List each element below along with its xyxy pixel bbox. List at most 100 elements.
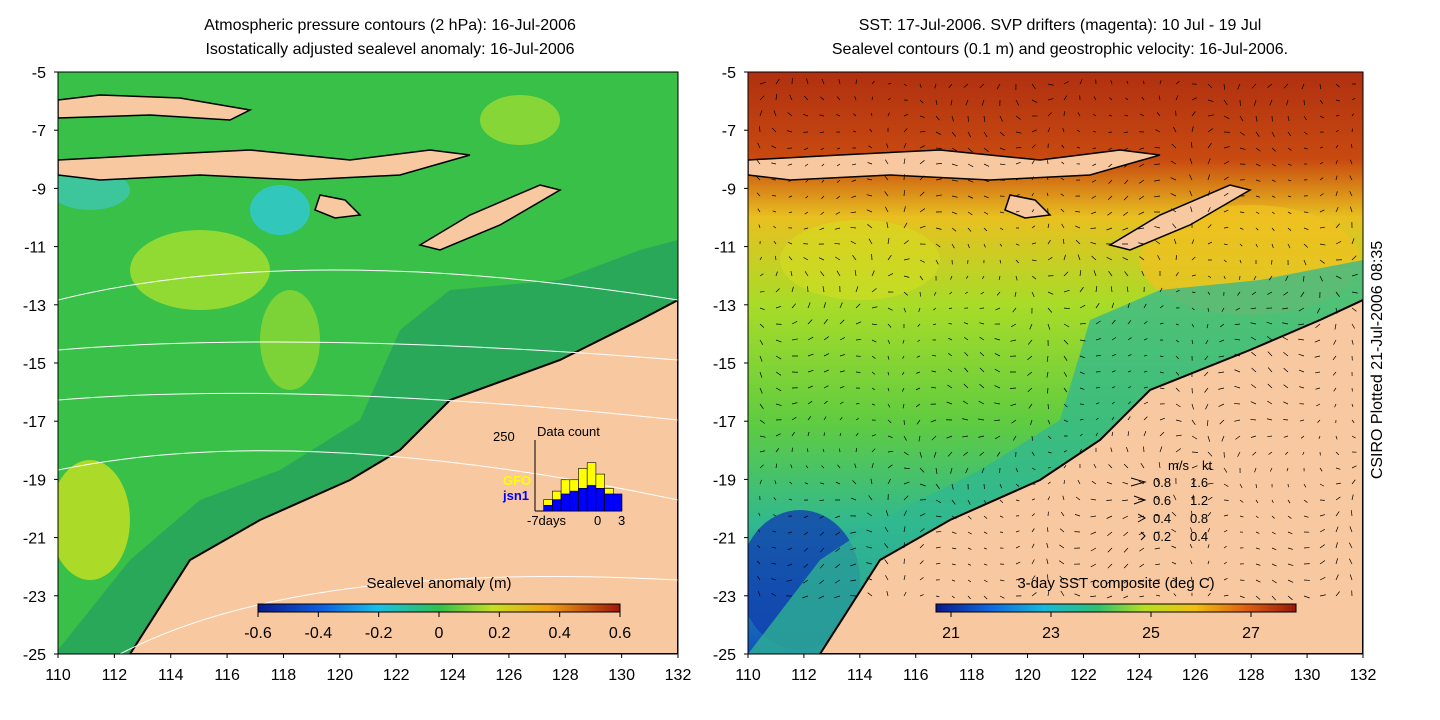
velocity-arrow [1239, 131, 1246, 136]
velocity-arrow [1175, 80, 1180, 85]
velocity-arrow [1139, 256, 1145, 261]
velocity-arrow [918, 307, 921, 312]
velocity-arrow [1287, 499, 1291, 504]
velocity-arrow [1223, 192, 1229, 197]
velocity-arrow [983, 531, 988, 534]
velocity-arrow [1207, 482, 1214, 485]
velocity-arrow [1047, 83, 1054, 86]
velocity-arrow [871, 80, 875, 85]
velocity-arrow [1047, 527, 1049, 533]
velocity-arrow [1319, 467, 1323, 472]
velocity-arrow [870, 112, 873, 117]
velocity-arrow [1335, 207, 1339, 213]
velocity-arrow [1287, 243, 1291, 249]
velocity-arrow [820, 271, 825, 277]
velocity-arrow [836, 195, 841, 200]
velocity-arrow [818, 257, 825, 261]
velocity-arrow [935, 467, 938, 474]
velocity-arrow [1316, 403, 1321, 407]
velocity-arrow [1283, 384, 1289, 389]
velocity-arrow [853, 113, 857, 117]
velocity-arrow [1155, 594, 1161, 597]
velocity-arrow [887, 83, 892, 85]
velocity-arrow [951, 131, 957, 137]
velocity-arrow [850, 579, 857, 582]
velocity-arrow [1207, 527, 1211, 533]
velocity-arrow [759, 256, 763, 261]
velocity-arrow [1127, 431, 1130, 437]
velocity-arrow [1303, 259, 1307, 266]
velocity-arrow [804, 211, 809, 215]
velocity-arrow [999, 211, 1005, 214]
velocity-arrow [839, 432, 842, 437]
velocity-arrow [1223, 483, 1229, 487]
velocity-arrow [871, 403, 876, 406]
velocity-arrow [775, 387, 782, 392]
velocity-arrow [1171, 528, 1177, 533]
velocity-arrow [836, 163, 841, 167]
velocity-arrow [1063, 254, 1066, 261]
velocity-arrow [1191, 111, 1196, 117]
velocity-arrow [1175, 434, 1182, 437]
velocity-arrow [919, 130, 926, 133]
y-tick-label: -15 [23, 356, 46, 373]
velocity-arrow [887, 478, 891, 485]
velocity-arrow [1046, 371, 1049, 378]
velocity-arrow [788, 179, 793, 182]
velocity-arrow [837, 147, 841, 150]
velocity-arrow [1251, 83, 1257, 89]
velocity-arrow [919, 577, 924, 581]
x-tick-label: 128 [552, 667, 579, 684]
right-title-line2: Sealevel contours (0.1 m) and geostrophi… [831, 41, 1289, 58]
velocity-arrow [1111, 370, 1116, 373]
velocity-arrow [1207, 451, 1213, 457]
velocity-arrow [774, 480, 777, 485]
velocity-arrow [1171, 511, 1177, 517]
velocity-arrow [775, 339, 782, 343]
velocity-arrow [1175, 387, 1180, 392]
velocity-arrow [1106, 595, 1113, 599]
velocity-arrow [1031, 83, 1036, 90]
velocity-arrow [1031, 129, 1037, 133]
velocity-arrow [771, 547, 777, 549]
velocity-arrow [1110, 447, 1113, 453]
velocity-arrow [1141, 96, 1145, 101]
velocity-arrow [1335, 307, 1338, 314]
velocity-arrow [834, 515, 841, 519]
velocity-arrow [803, 227, 809, 230]
velocity-arrow [963, 451, 969, 456]
sst-colorbar-ticks: 21 23 25 27 [942, 612, 1260, 642]
velocity-arrow [851, 179, 857, 182]
velocity-arrow [1350, 510, 1353, 517]
velocity-arrow [1031, 291, 1035, 298]
velocity-arrow [946, 435, 953, 439]
velocity-arrow [1190, 206, 1193, 213]
velocity-arrow [1287, 547, 1294, 550]
y-tick-label: -5 [32, 65, 46, 82]
velocity-arrow [994, 435, 1001, 440]
velocity-arrow [1189, 174, 1193, 181]
velocity-arrow [1223, 545, 1227, 549]
velocity-arrow [819, 579, 825, 585]
velocity-arrow [836, 114, 841, 117]
velocity-arrow [1267, 367, 1273, 373]
velocity-arrow [854, 463, 857, 469]
velocity-arrow [887, 238, 890, 245]
velocity-arrow [850, 497, 857, 501]
colorbar-tick-label: -0.4 [305, 625, 333, 642]
velocity-arrow [1255, 115, 1258, 122]
velocity-arrow [1060, 511, 1065, 517]
x-tick-label: 114 [847, 667, 873, 684]
velocity-arrow [981, 99, 985, 106]
velocity-arrow [855, 79, 857, 85]
velocity-arrow [1079, 79, 1083, 85]
velocity-arrow [1093, 270, 1097, 277]
velocity-arrow [887, 97, 891, 101]
velocity-arrow [1239, 115, 1244, 122]
velocity-arrow [1158, 95, 1161, 101]
velocity-arrow [1047, 451, 1052, 454]
velocity-arrow [867, 592, 873, 597]
velocity-arrow [839, 354, 846, 357]
velocity-arrow [887, 273, 894, 277]
velocity-arrow [1092, 163, 1097, 166]
